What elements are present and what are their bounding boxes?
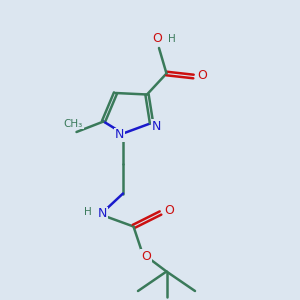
Text: CH₃: CH₃ [64,118,83,129]
Text: N: N [151,120,161,133]
Text: O: O [153,32,162,46]
Text: H: H [168,34,176,44]
Text: N: N [98,207,108,220]
Text: O: O [141,250,151,263]
Text: H: H [84,207,92,217]
Text: N: N [115,128,124,142]
Text: O: O [164,203,174,217]
Text: O: O [197,69,207,82]
